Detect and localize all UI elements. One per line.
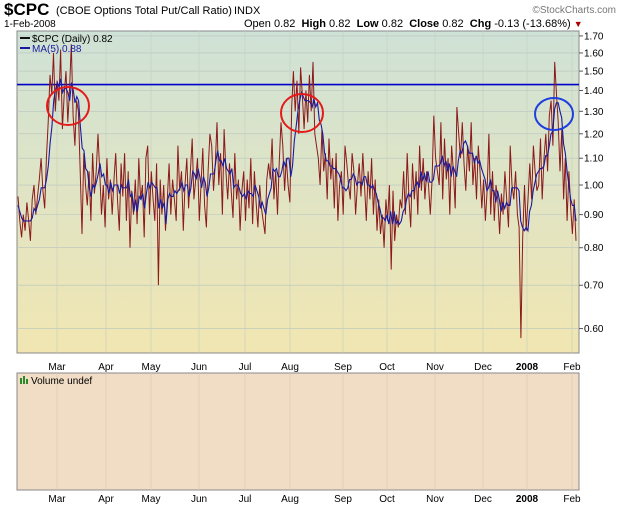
exchange-label: INDX	[234, 5, 261, 17]
y-tick-label: 1.10	[584, 154, 604, 165]
legend-ma5: MA(5) 0.88	[32, 44, 82, 55]
high-value: 0.82	[329, 18, 351, 30]
x-tick-label: Sep	[334, 362, 352, 373]
open-value: 0.82	[273, 18, 296, 30]
brand-watermark: ©StockCharts.com	[532, 5, 616, 16]
price-legend: $CPC (Daily) 0.82 MA(5) 0.88	[20, 34, 113, 55]
low-label: Low	[356, 18, 379, 30]
x-tick-label-volume: Sep	[334, 494, 352, 505]
chart-date: 1-Feb-2008	[4, 19, 56, 30]
x-tick-label: Nov	[426, 362, 444, 373]
x-tick-label: Jun	[191, 362, 207, 373]
x-tick-label: Aug	[281, 362, 299, 373]
series-ma5-line	[17, 78, 577, 233]
x-tick-label: Feb	[563, 362, 581, 373]
volume-panel	[16, 372, 580, 491]
y-tick-label: 1.20	[584, 129, 604, 140]
volume-legend: Volume undef	[20, 376, 92, 387]
x-tick-label: Oct	[379, 362, 395, 373]
symbol-description: (CBOE Options Total Put/Call Ratio)	[56, 5, 232, 17]
y-tick-label: 0.90	[584, 210, 604, 221]
ticker-symbol: $CPC	[4, 0, 50, 19]
highlight-circle-jan	[534, 97, 574, 131]
y-tick-label: 1.40	[584, 86, 604, 97]
highlight-circle-mar	[46, 86, 90, 126]
y-tick-label: 1.00	[584, 181, 604, 192]
close-value: 0.82	[442, 18, 464, 30]
x-tick-label-volume: Apr	[98, 494, 114, 505]
y-axis: 1.70 1.60 1.50 1.40 1.30 1.20 1.10 1.00 0.90 0.80…	[579, 31, 604, 335]
y-tick-label: 1.30	[584, 107, 604, 118]
series-cpc-line	[17, 44, 577, 339]
x-tick-label: May	[142, 362, 161, 373]
x-tick-label: 2008	[516, 362, 539, 373]
x-tick-label: Apr	[98, 362, 114, 373]
x-tick-label-volume: 2008	[516, 494, 539, 505]
x-tick-label: Jul	[239, 362, 252, 373]
close-label: Close	[409, 18, 440, 30]
x-tick-label-volume: Nov	[426, 494, 444, 505]
open-label: Open	[244, 18, 271, 30]
chg-value: -0.13 (-13.68%)	[494, 18, 571, 30]
highlight-circle-aug	[280, 93, 324, 133]
x-tick-label-volume: Jun	[191, 494, 207, 505]
x-tick-label-volume: Dec	[474, 494, 492, 505]
x-tick-label: Mar	[48, 362, 66, 373]
y-tick-label: 1.70	[584, 31, 604, 42]
quote-bar: Open 0.82 High 0.82 Low 0.82 Close 0.82 …	[244, 18, 583, 30]
x-tick-label-volume: Feb	[563, 494, 581, 505]
high-label: High	[301, 18, 326, 30]
x-axis-price: Mar Apr May Jun Jul Aug Sep Oct Nov Dec 2008 Feb	[48, 362, 581, 373]
x-tick-label-volume: Aug	[281, 494, 299, 505]
y-tick-label: 0.80	[584, 243, 604, 254]
volume-bars-icon	[20, 378, 22, 384]
x-tick-label-volume: Mar	[48, 494, 66, 505]
chg-label: Chg	[469, 18, 492, 30]
legend-cpc: $CPC (Daily) 0.82	[32, 34, 113, 45]
y-tick-label: 0.60	[584, 324, 604, 335]
x-tick-label-volume: May	[142, 494, 161, 505]
down-triangle-icon: ▼	[573, 19, 583, 29]
x-axis-volume: Mar Apr May Jun Jul Aug Sep Oct Nov Dec 2008 Feb	[48, 494, 581, 505]
x-tick-label-volume: Oct	[379, 494, 395, 505]
y-tick-label: 1.60	[584, 48, 604, 59]
y-tick-label: 0.70	[584, 281, 604, 292]
volume-label: Volume undef	[31, 376, 92, 387]
gridlines	[17, 31, 579, 490]
low-value: 0.82	[381, 18, 404, 30]
x-tick-label-volume: Jul	[239, 494, 252, 505]
x-tick-label: Dec	[474, 362, 492, 373]
y-tick-label: 1.50	[584, 67, 604, 78]
